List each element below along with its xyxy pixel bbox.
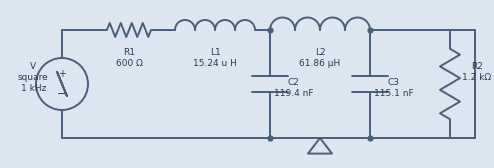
Text: R1
600 Ω: R1 600 Ω bbox=[116, 48, 142, 68]
Text: V
square
1 kHz: V square 1 kHz bbox=[18, 62, 49, 93]
Text: C2
119.4 nF: C2 119.4 nF bbox=[274, 78, 314, 98]
Text: L1
15.24 u H: L1 15.24 u H bbox=[193, 48, 237, 68]
Text: L2
61.86 μH: L2 61.86 μH bbox=[299, 48, 341, 68]
Text: +: + bbox=[58, 69, 66, 79]
Text: −: − bbox=[57, 89, 67, 99]
Text: C3
115.1 nF: C3 115.1 nF bbox=[374, 78, 413, 98]
Text: R2
1.2 kΩ: R2 1.2 kΩ bbox=[462, 62, 491, 82]
